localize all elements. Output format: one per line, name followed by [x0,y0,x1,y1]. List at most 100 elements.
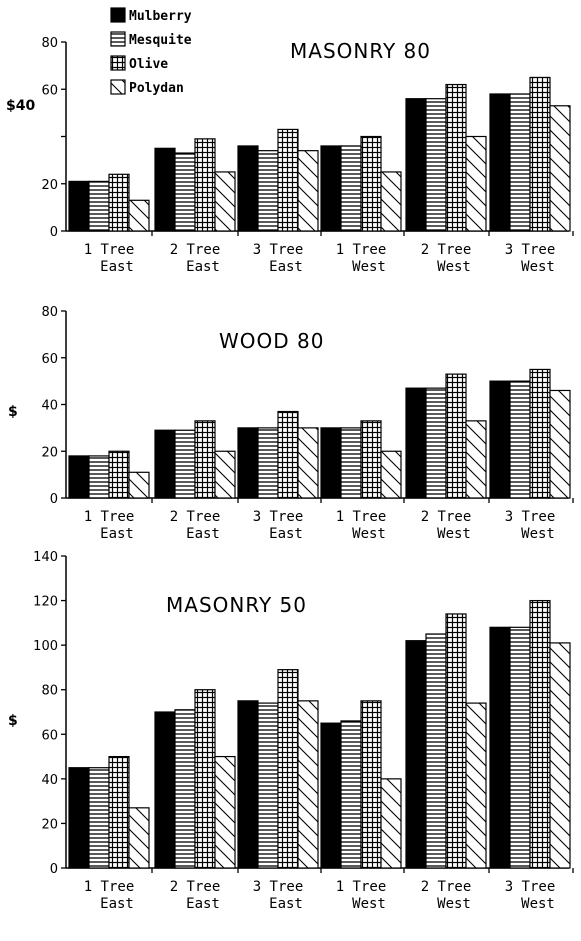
bar-mesquite [509,626,531,869]
bar-mesquite [340,145,362,232]
legend-swatch-mesquite [110,31,126,47]
bar-mesquite [257,150,279,232]
legend-swatch-olive [110,55,126,71]
category-label-line2: West [437,896,471,912]
y-tick-label: 0 [50,225,58,240]
bar-mesquite [174,709,196,869]
panel-title: MASONRY 50 [166,593,307,617]
bar-mesquite [257,702,279,869]
bar-mesquite [340,720,362,869]
bar-mulberry [68,767,90,869]
bar-mulberry [237,145,259,232]
category-label: 2 Tree [421,879,472,895]
category-label: 1 Tree [336,879,387,895]
y-tick-label: 60 [41,352,58,367]
category-label: 2 Tree [170,879,221,895]
bar-polydan [380,778,402,869]
bar-mulberry [68,180,90,232]
bar-polydan [465,135,487,232]
category-label: 2 Tree [170,242,221,258]
y-tick-label: 80 [41,684,58,699]
bar-mesquite [88,455,110,499]
y-axis-label: $ [8,404,18,420]
category-label-line2: West [352,896,386,912]
bar-mulberry [405,640,427,869]
bar-olive [360,700,382,869]
bar-polydan [128,807,150,869]
bar-polydan [465,420,487,499]
bar-mulberry [154,429,176,499]
category-label-line2: East [100,896,134,912]
bar-mulberry [320,427,342,499]
bar-mulberry [154,711,176,869]
category-label: 3 Tree [505,509,556,525]
legend-label-mulberry: Mulberry [129,9,192,24]
category-label: 3 Tree [253,879,304,895]
bar-polydan [380,450,402,499]
bar-olive [445,83,467,232]
bar-polydan [128,199,150,232]
category-label-line2: East [186,259,220,275]
bar-olive [108,755,130,869]
bar-olive [277,128,299,232]
bar-mulberry [405,387,427,499]
bar-polydan [214,450,236,499]
bar-mesquite [509,93,531,232]
category-label-line2: West [352,259,386,275]
y-tick-label: 20 [41,817,58,832]
legend-label-olive: Olive [129,57,168,72]
bar-polydan [214,171,236,232]
y-tick-label: 60 [41,83,58,98]
category-label-line2: West [521,526,555,542]
bar-mulberry [237,427,259,499]
legend-swatch-polydan [110,79,126,95]
bar-mulberry [237,700,259,869]
bar-polydan [465,702,487,869]
bar-polydan [297,150,319,232]
bar-olive [445,613,467,869]
bar-mulberry [320,145,342,232]
y-tick-label: 0 [50,492,58,507]
category-label-line2: West [521,259,555,275]
bar-mulberry [489,626,511,869]
bar-mesquite [174,429,196,499]
y-tick-label: 20 [41,178,58,193]
y-axis-label: $ [8,713,18,729]
bar-mesquite [340,427,362,499]
bar-polydan [128,471,150,499]
y-tick-label: 0 [50,862,58,877]
legend: Mulberry Mesquite Olive Polydan [110,7,192,96]
bar-olive [529,368,551,499]
bar-olive [108,173,130,232]
y-tick-label: 100 [33,639,58,654]
bar-mesquite [88,180,110,232]
bar-mesquite [425,387,447,499]
category-label: 1 Tree [84,242,135,258]
category-label-line2: East [269,259,303,275]
bar-mulberry [68,455,90,499]
y-tick-label: 40 [41,399,58,414]
bar-polydan [380,171,402,232]
category-label-line2: East [100,259,134,275]
category-label-line2: West [352,526,386,542]
y-tick-label: 80 [41,36,58,51]
category-label-line2: East [269,896,303,912]
y-axis-label-with-tick: $40 [6,98,35,114]
category-label: 2 Tree [421,509,472,525]
y-tick-label: 20 [41,445,58,460]
category-label-line2: West [521,896,555,912]
bar-olive [360,135,382,232]
category-label-line2: West [437,526,471,542]
category-label: 2 Tree [421,242,472,258]
bar-olive [360,420,382,499]
y-tick-label: 140 [33,550,58,565]
bar-olive [277,410,299,499]
category-label-line2: East [186,896,220,912]
bar-polydan [549,389,571,499]
bar-olive [529,76,551,232]
bar-mulberry [405,98,427,232]
